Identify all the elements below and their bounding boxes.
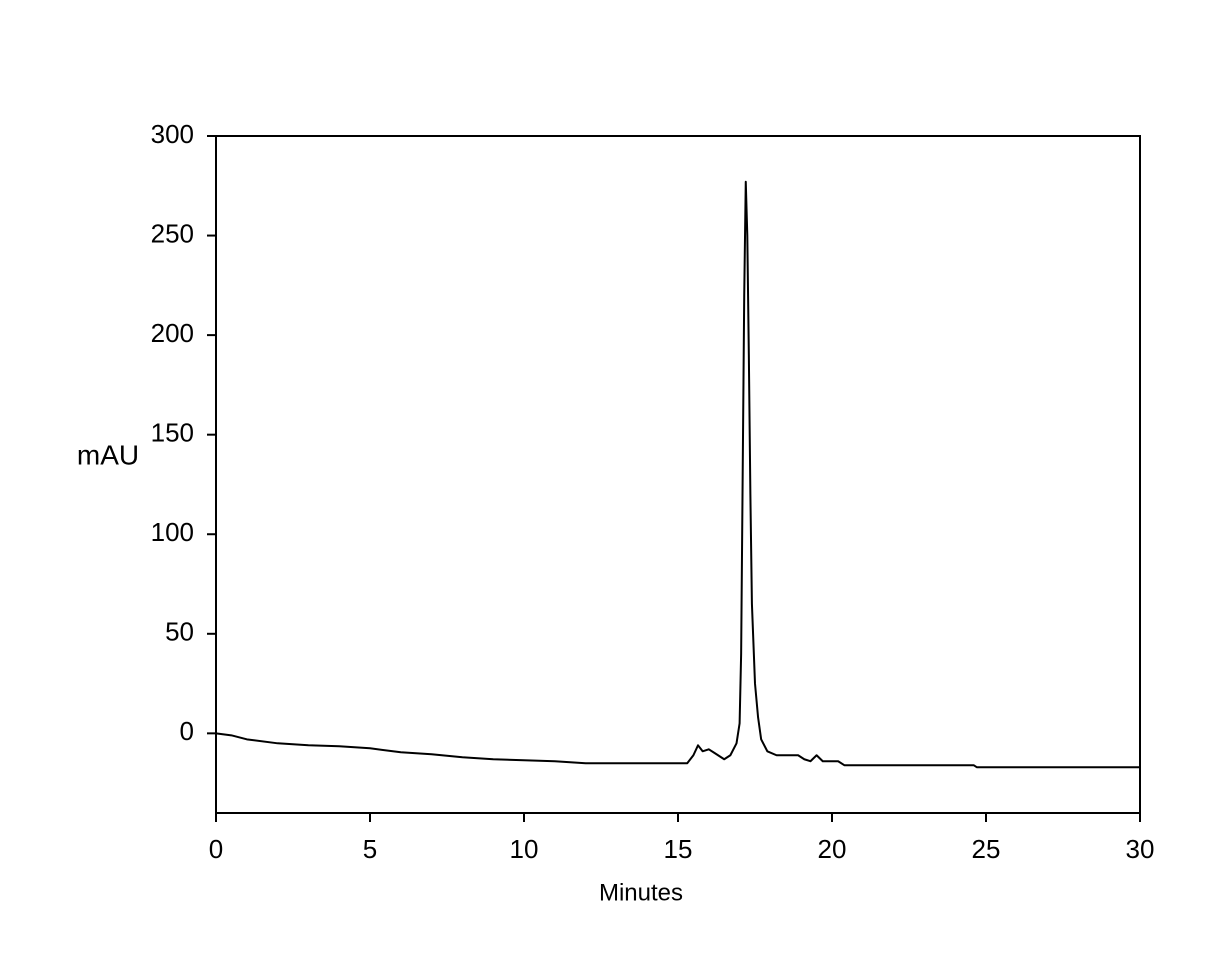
x-axis-label: Minutes xyxy=(599,879,683,906)
y-tick-label: 50 xyxy=(165,617,194,647)
x-tick-label: 15 xyxy=(664,834,693,864)
y-tick-label: 100 xyxy=(151,517,194,547)
x-tick-label: 0 xyxy=(209,834,223,864)
x-tick-label: 10 xyxy=(510,834,539,864)
x-tick-label: 5 xyxy=(363,834,377,864)
y-tick-label: 150 xyxy=(151,418,194,448)
y-axis-label: mAU xyxy=(77,439,139,470)
y-tick-label: 200 xyxy=(151,318,194,348)
data-line xyxy=(215,180,1140,769)
y-tick-label: 250 xyxy=(151,218,194,248)
plot-frame xyxy=(215,135,1141,814)
x-tick-label: 30 xyxy=(1126,834,1155,864)
y-tick-label: 300 xyxy=(151,119,194,149)
y-tick-label: 0 xyxy=(180,716,194,746)
x-tick-label: 25 xyxy=(972,834,1001,864)
x-tick-label: 20 xyxy=(818,834,847,864)
